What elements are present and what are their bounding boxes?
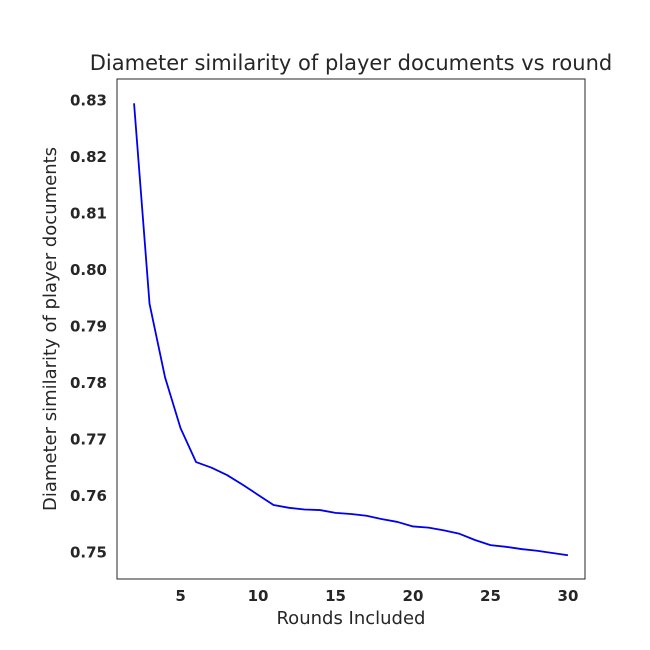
- y-tick-label: 0.75: [70, 543, 107, 561]
- x-tick-label: 20: [403, 587, 424, 605]
- x-tick-label: 10: [248, 587, 269, 605]
- x-axis-ticks: 5 10 15 20 25 30: [175, 587, 578, 605]
- y-tick-label: 0.78: [70, 374, 107, 392]
- series-line: [133, 103, 569, 557]
- y-tick-label: 0.77: [70, 430, 107, 448]
- x-tick-label: 15: [325, 587, 346, 605]
- series-layer: [133, 103, 569, 557]
- plot-frame: [116, 78, 586, 580]
- y-tick-label: 0.80: [70, 261, 107, 279]
- x-axis-label: Rounds Included: [276, 608, 425, 629]
- x-tick-label: 30: [558, 587, 579, 605]
- y-tick-label: 0.79: [70, 317, 107, 335]
- y-tick-label: 0.83: [70, 91, 107, 109]
- x-tick-label: 25: [480, 587, 501, 605]
- y-axis-label: Diameter similarity of player documents: [40, 147, 61, 511]
- y-tick-label: 0.76: [70, 487, 107, 505]
- chart-title: Diameter similarity of player documents …: [90, 51, 612, 75]
- y-axis-ticks: 0.75 0.76 0.77 0.78 0.79 0.80 0.81 0.82 0.83: [70, 91, 107, 561]
- y-tick-label: 0.81: [70, 204, 107, 222]
- y-tick-label: 0.82: [70, 148, 107, 166]
- x-tick-label: 5: [175, 587, 185, 605]
